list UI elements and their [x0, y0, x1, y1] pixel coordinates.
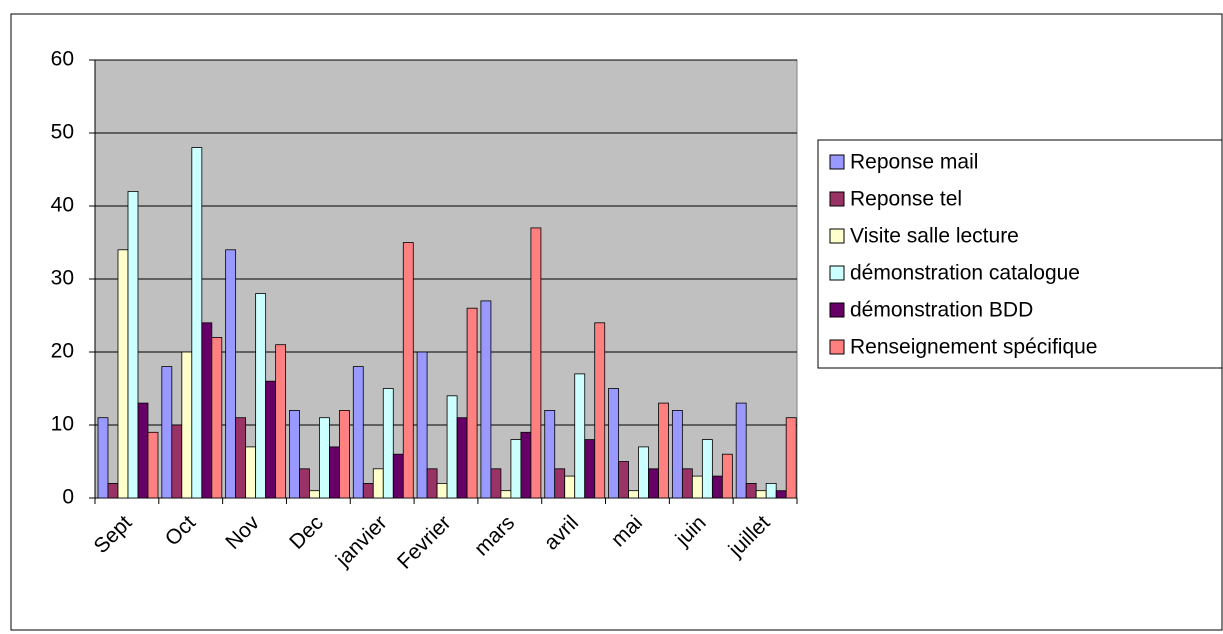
y-tick-label: 0 [62, 486, 74, 509]
bar [191, 147, 203, 499]
y-tick-label: 60 [51, 48, 74, 71]
y-tick-label: 50 [51, 121, 74, 144]
bar [785, 417, 797, 499]
bar [638, 446, 649, 499]
bar [402, 242, 414, 499]
bar [584, 439, 596, 499]
y-tick-label: 40 [51, 194, 74, 217]
bar [691, 475, 703, 499]
bar [775, 490, 787, 499]
bar [658, 402, 669, 499]
bar [255, 293, 267, 499]
bar [648, 468, 659, 499]
legend-swatch [829, 154, 845, 170]
bar [275, 344, 287, 499]
bar [416, 351, 428, 499]
bar [352, 366, 364, 499]
bar [745, 482, 757, 499]
bar [490, 468, 502, 499]
bar [225, 249, 237, 499]
bar [382, 388, 394, 499]
bar [755, 490, 767, 499]
bar [520, 431, 532, 499]
bar [299, 468, 310, 499]
bar [211, 336, 223, 499]
bar [711, 475, 723, 499]
bar [245, 446, 257, 499]
bar [510, 439, 522, 499]
bar [436, 482, 448, 499]
y-tick-label: 10 [51, 413, 74, 436]
bar [97, 417, 109, 499]
bar [671, 409, 683, 499]
bar [339, 409, 350, 499]
bar [530, 227, 542, 499]
bar [319, 417, 330, 499]
legend-swatch [829, 265, 845, 281]
bar [107, 482, 119, 499]
bar [446, 395, 458, 499]
bar [480, 300, 492, 499]
bar [554, 468, 566, 499]
bar [681, 468, 693, 499]
bar [701, 439, 713, 499]
bar [456, 417, 468, 499]
bar [574, 373, 586, 499]
bar [372, 468, 384, 499]
legend-label: démonstration catalogue [850, 262, 1080, 285]
y-tick-label: 20 [51, 340, 74, 363]
legend-swatch [829, 191, 845, 207]
bar [235, 417, 247, 499]
bar [329, 446, 340, 499]
y-tick-label: 30 [51, 267, 74, 290]
bar [117, 249, 129, 499]
bar [127, 190, 139, 499]
legend-label: Renseignement spécifique [850, 336, 1098, 359]
bar [721, 453, 733, 499]
legend-label: démonstration BDD [850, 299, 1033, 322]
bar [362, 482, 374, 499]
legend-label: Visite salle lecture [850, 225, 1019, 248]
bar [500, 490, 512, 499]
bar [201, 322, 213, 499]
bar [309, 490, 320, 499]
bar [466, 307, 478, 499]
bar [265, 380, 277, 499]
bar [628, 490, 639, 499]
legend [817, 139, 1223, 369]
bar [289, 409, 300, 499]
bar [181, 351, 193, 499]
legend-swatch [829, 228, 845, 244]
bar [147, 431, 159, 499]
legend-label: Reponse mail [850, 151, 978, 174]
bar [137, 402, 149, 499]
bar [765, 482, 777, 499]
bar [426, 468, 438, 499]
bar [594, 322, 606, 499]
bar [161, 366, 173, 499]
legend-label: Reponse tel [850, 188, 962, 211]
legend-swatch [829, 339, 845, 355]
legend-swatch [829, 302, 845, 318]
bar [544, 409, 556, 499]
bar [171, 424, 183, 499]
bar [608, 388, 619, 499]
bar [564, 475, 576, 499]
bar [392, 453, 404, 499]
bar [618, 461, 629, 499]
bar [735, 402, 747, 499]
